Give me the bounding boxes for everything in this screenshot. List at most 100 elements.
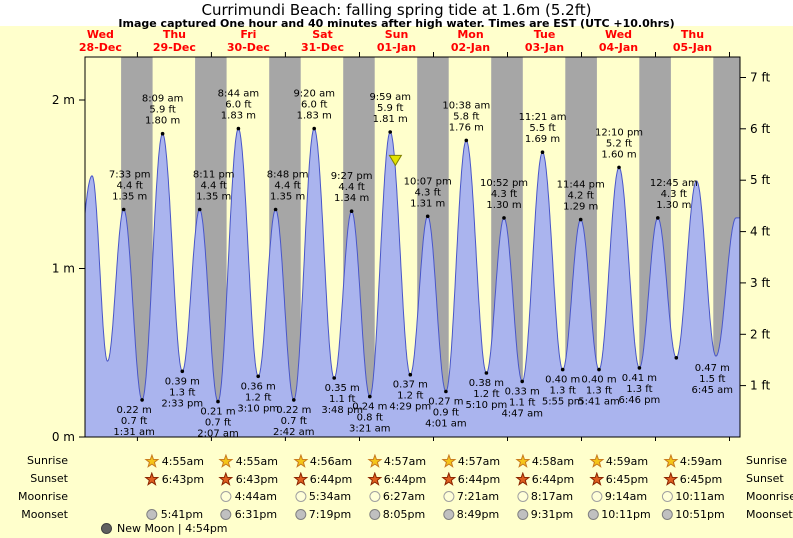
day-weekday: Thu [681, 28, 704, 41]
day-weekday: Wed [87, 28, 114, 41]
chart-title: Currimundi Beach: falling spring tide at… [201, 1, 592, 19]
tide-point [484, 371, 489, 375]
tide-label-line: 0.40 m [545, 375, 580, 386]
tide-label-line: 11:44 pm [557, 180, 605, 191]
tide-label-line: 1.83 m [297, 111, 332, 122]
tide-curve [84, 128, 740, 402]
tide-point [368, 394, 372, 399]
tide-label-line: 4.4 ft [117, 181, 143, 192]
tide-label-line: 10:07 pm [404, 176, 452, 187]
day-date: 30-Dec [227, 41, 270, 54]
y-axis-labels: 0 m 1 m 2 m 1 ft 2 ft 3 ft 4 ft 5 ft 6 ft 7 ft [52, 71, 771, 445]
tide-label-line: 0.8 ft [357, 413, 383, 424]
tide-label-line: 6:46 pm [619, 395, 661, 406]
tide-label-line: 1.3 ft [626, 384, 652, 395]
tide-label-line: 5.8 ft [453, 111, 479, 122]
tide-label-line: 0.37 m [393, 380, 428, 391]
tide-labels: 7:33 pm4.4 ft1.35 m0.22 m0.7 ft1:31 am8:… [109, 89, 733, 440]
tide-point [502, 216, 506, 220]
day-weekday: Wed [605, 28, 632, 41]
day-date: 29-Dec [153, 41, 196, 54]
tide-point [464, 138, 469, 143]
tide-label-line: 11:21 am [519, 112, 567, 123]
tide-label-line: 0.21 m [200, 407, 235, 418]
tide-point [236, 126, 241, 131]
current-time-marker [388, 154, 403, 167]
day-date: 01-Jan [377, 41, 416, 54]
tide-label-line: 4:01 am [425, 419, 467, 430]
tide-label-line: 1.30 m [486, 200, 521, 211]
tide-point [674, 356, 679, 360]
tide-label-line: 1.35 m [112, 192, 147, 203]
y-axis-label-right: 7 ft [750, 71, 770, 85]
tide-label-line: 5.9 ft [377, 103, 403, 114]
tide-label-line: 1:31 am [113, 427, 155, 438]
tide-point [617, 165, 621, 170]
tide-label-line: 4.4 ft [274, 181, 300, 192]
day-date: 28-Dec [79, 41, 122, 54]
tide-label-line: 5:55 pm [542, 397, 584, 408]
tide-label-line: 10:52 pm [480, 178, 528, 189]
tide-label-line: 4:47 am [501, 408, 543, 419]
tide-label-line: 3:21 am [349, 424, 391, 435]
tide-label-line: 4.3 ft [661, 189, 687, 200]
tide-label-line: 1.30 m [656, 200, 691, 211]
tide-label-line: 12:10 pm [595, 127, 643, 138]
tide-label-line: 2:07 am [197, 429, 239, 440]
y-axis-label-right: 6 ft [750, 122, 770, 136]
tide-label-line: 3:10 pm [237, 403, 279, 414]
tide-label-line: 4.2 ft [568, 191, 594, 202]
y-axis-label-left: 1 m [52, 262, 75, 276]
tide-label-line: 0.41 m [622, 373, 657, 384]
tide-area [85, 128, 740, 437]
tide-label-line: 1.2 ft [473, 389, 499, 400]
day-date: 31-Dec [301, 41, 344, 54]
day-weekday: Sat [312, 28, 333, 41]
tide-point [273, 207, 278, 212]
y-axis-label-left: 2 m [52, 93, 75, 107]
tide-label-line: 0.22 m [276, 405, 311, 416]
day-weekday: Thu [163, 28, 186, 41]
tide-point [140, 398, 144, 402]
tide-label-line: 0.7 ft [121, 416, 147, 427]
day-date: 02-Jan [451, 41, 490, 54]
tide-label-line: 1.35 m [196, 192, 231, 203]
day-weekday: Fri [240, 28, 256, 41]
chart-subtitle: Image captured One hour and 40 minutes a… [118, 17, 675, 30]
tide-label-line: 9:27 pm [331, 171, 373, 182]
tide-label-line: 12:45 am [650, 178, 698, 189]
tide-point [578, 217, 583, 222]
tide-label-line: 2:42 am [273, 427, 315, 438]
tide-label-line: 7:33 pm [109, 170, 151, 181]
y-axis-label-right: 2 ft [750, 327, 770, 341]
tide-label-line: 1.34 m [334, 193, 369, 204]
tide-label-line: 8:11 pm [193, 170, 235, 181]
tide-label-line: 4.3 ft [415, 187, 441, 198]
tide-point [216, 399, 220, 404]
tide-label-line: 5:41 am [578, 397, 620, 408]
tide-label-line: 4.4 ft [338, 182, 364, 193]
tide-point [425, 214, 430, 219]
tide-point [637, 366, 642, 370]
tide-point [349, 209, 354, 213]
tide-label-line: 0.33 m [505, 386, 540, 397]
tide-label-line: 1.3 ft [586, 386, 612, 397]
tide-label-line: 0.39 m [165, 376, 200, 387]
tide-label-line: 1.1 ft [329, 394, 355, 405]
tide-label-line: 5.9 ft [149, 105, 175, 116]
tide-label-line: 1.83 m [221, 111, 256, 122]
day-date: 03-Jan [525, 41, 564, 54]
tide-point [444, 389, 448, 394]
tide-label-line: 0.47 m [695, 363, 730, 374]
tide-label-line: 0.40 m [581, 375, 616, 386]
axis-ticks [79, 52, 746, 441]
plot-border [84, 56, 741, 438]
tide-label-line: 8:44 am [218, 89, 260, 100]
tide-label-line: 3:48 pm [321, 405, 363, 416]
tide-label-line: 1.76 m [449, 122, 484, 133]
tide-point [256, 374, 261, 379]
tide-label-line: 1.60 m [601, 149, 636, 160]
day-weekday: Tue [534, 28, 556, 41]
tide-point [292, 398, 296, 402]
